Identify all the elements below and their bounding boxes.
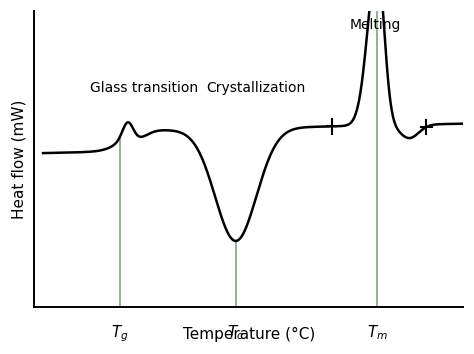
Text: $T_g$: $T_g$: [111, 324, 129, 344]
Text: $T_m$: $T_m$: [367, 324, 388, 342]
Text: Melting: Melting: [349, 18, 401, 32]
Y-axis label: Heat flow (mW): Heat flow (mW): [11, 99, 26, 219]
Text: Glass transition: Glass transition: [90, 81, 198, 95]
Text: $T_c$: $T_c$: [228, 324, 244, 342]
Text: Crystallization: Crystallization: [206, 81, 305, 95]
X-axis label: Temperature (°C): Temperature (°C): [182, 327, 315, 342]
